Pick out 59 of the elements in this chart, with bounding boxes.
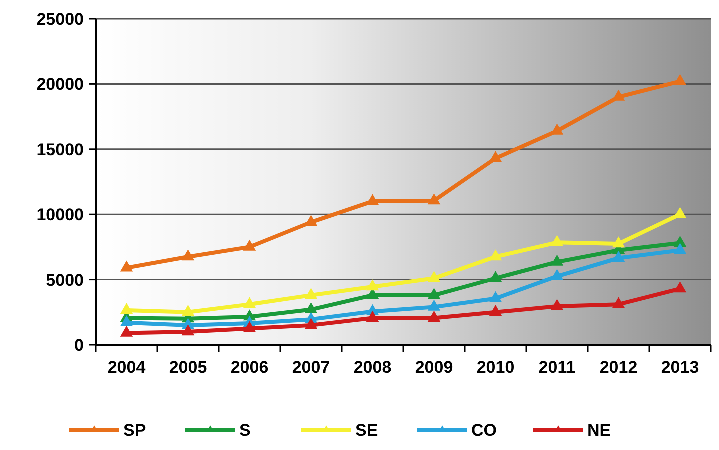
x-tick-label: 2005: [169, 358, 208, 377]
x-tick-label: 2011: [538, 358, 576, 377]
x-tick-label: 2004: [108, 358, 146, 377]
legend-label: CO: [472, 420, 497, 440]
point: [428, 288, 441, 300]
point: [182, 324, 195, 336]
point: [366, 310, 380, 322]
point: [428, 300, 441, 311]
point: [243, 297, 256, 308]
point: [366, 194, 380, 206]
x-tick-label: 2013: [661, 358, 700, 377]
y-tick-label: 15000: [36, 140, 84, 160]
point: [182, 305, 195, 316]
point: [428, 271, 441, 282]
point: [674, 74, 687, 86]
point: [120, 303, 134, 314]
point: [612, 297, 626, 308]
y-tick-label: 5000: [46, 270, 84, 290]
point: [612, 90, 626, 101]
point: [550, 235, 564, 246]
legend-label: S: [240, 420, 251, 440]
y-tick-label: 20000: [36, 75, 84, 94]
point: [120, 260, 134, 272]
legend-label: SP: [124, 420, 146, 440]
point: [550, 299, 564, 310]
x-tick-label: 2012: [600, 358, 638, 377]
point: [489, 250, 502, 261]
point: [489, 151, 502, 162]
point: [489, 305, 502, 316]
x-tick-label: 2010: [476, 358, 515, 377]
x-tick-label: 2007: [292, 358, 330, 377]
point: [612, 250, 626, 262]
x-tick-label: 2009: [415, 358, 454, 377]
x-tick-label: 2008: [354, 358, 392, 377]
legend-label: SE: [356, 420, 378, 440]
point: [428, 194, 441, 205]
point: [243, 240, 256, 251]
x-tick-label: 2006: [230, 358, 269, 377]
point: [243, 321, 256, 332]
point: [120, 326, 134, 337]
point: [612, 236, 626, 248]
point: [489, 291, 502, 302]
point: [304, 215, 318, 226]
point: [120, 315, 134, 326]
point: [674, 282, 687, 293]
point: [428, 310, 441, 322]
y-tick-label: 0: [74, 336, 84, 355]
legend-label: NE: [588, 420, 612, 440]
point: [489, 271, 502, 282]
point: [674, 243, 687, 254]
point: [182, 250, 195, 261]
point: [304, 288, 318, 300]
point: [304, 318, 318, 330]
point: [550, 269, 564, 280]
point: [304, 302, 318, 314]
y-tick-label: 10000: [36, 206, 84, 225]
y-tick-label: 25000: [36, 10, 84, 29]
point: [366, 280, 380, 291]
point: [550, 254, 564, 266]
